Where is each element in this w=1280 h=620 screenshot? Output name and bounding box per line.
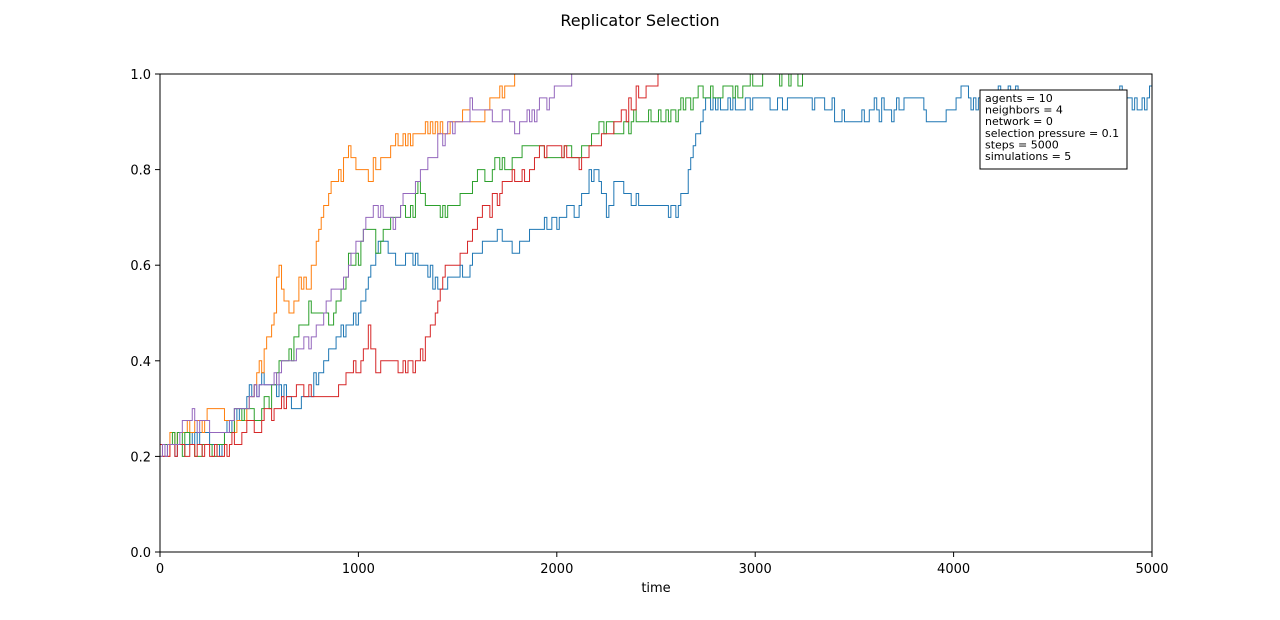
y-tick-label: 1.0 [130,68,151,83]
y-tick-label: 0.0 [130,546,151,561]
x-tick-label: 1000 [342,562,375,577]
y-tick-label: 0.2 [130,450,151,465]
y-tick-label: 0.4 [130,355,151,370]
x-tick-label: 0 [156,562,164,577]
legend-line: neighbors = 4 [985,104,1063,117]
x-tick-label: 4000 [937,562,970,577]
y-tick-label: 0.6 [130,259,151,274]
legend-line: selection pressure = 0.1 [985,127,1119,140]
series-line-5 [160,73,577,457]
chart-title: Replicator Selection [560,11,719,30]
x-tick-label: 2000 [540,562,573,577]
plot-frame [159,73,1153,553]
legend-line: steps = 5000 [985,138,1059,151]
series-line-2 [160,73,518,457]
legend-line: simulations = 5 [985,150,1071,163]
series-line-3 [160,73,805,457]
y-axis: 0.0 0.2 0.4 0.6 0.8 1.0 [130,68,160,561]
series-line-4 [160,73,660,457]
y-tick-label: 0.8 [130,164,151,179]
legend-line: network = 0 [985,115,1053,128]
x-tick-label: 5000 [1135,562,1168,577]
legend-line: agents = 10 [985,92,1053,105]
x-axis-title: time [641,581,670,596]
x-axis: 0 1000 2000 3000 4000 5000 [156,552,1169,577]
x-tick-label: 3000 [739,562,772,577]
legend-box [979,89,1128,170]
